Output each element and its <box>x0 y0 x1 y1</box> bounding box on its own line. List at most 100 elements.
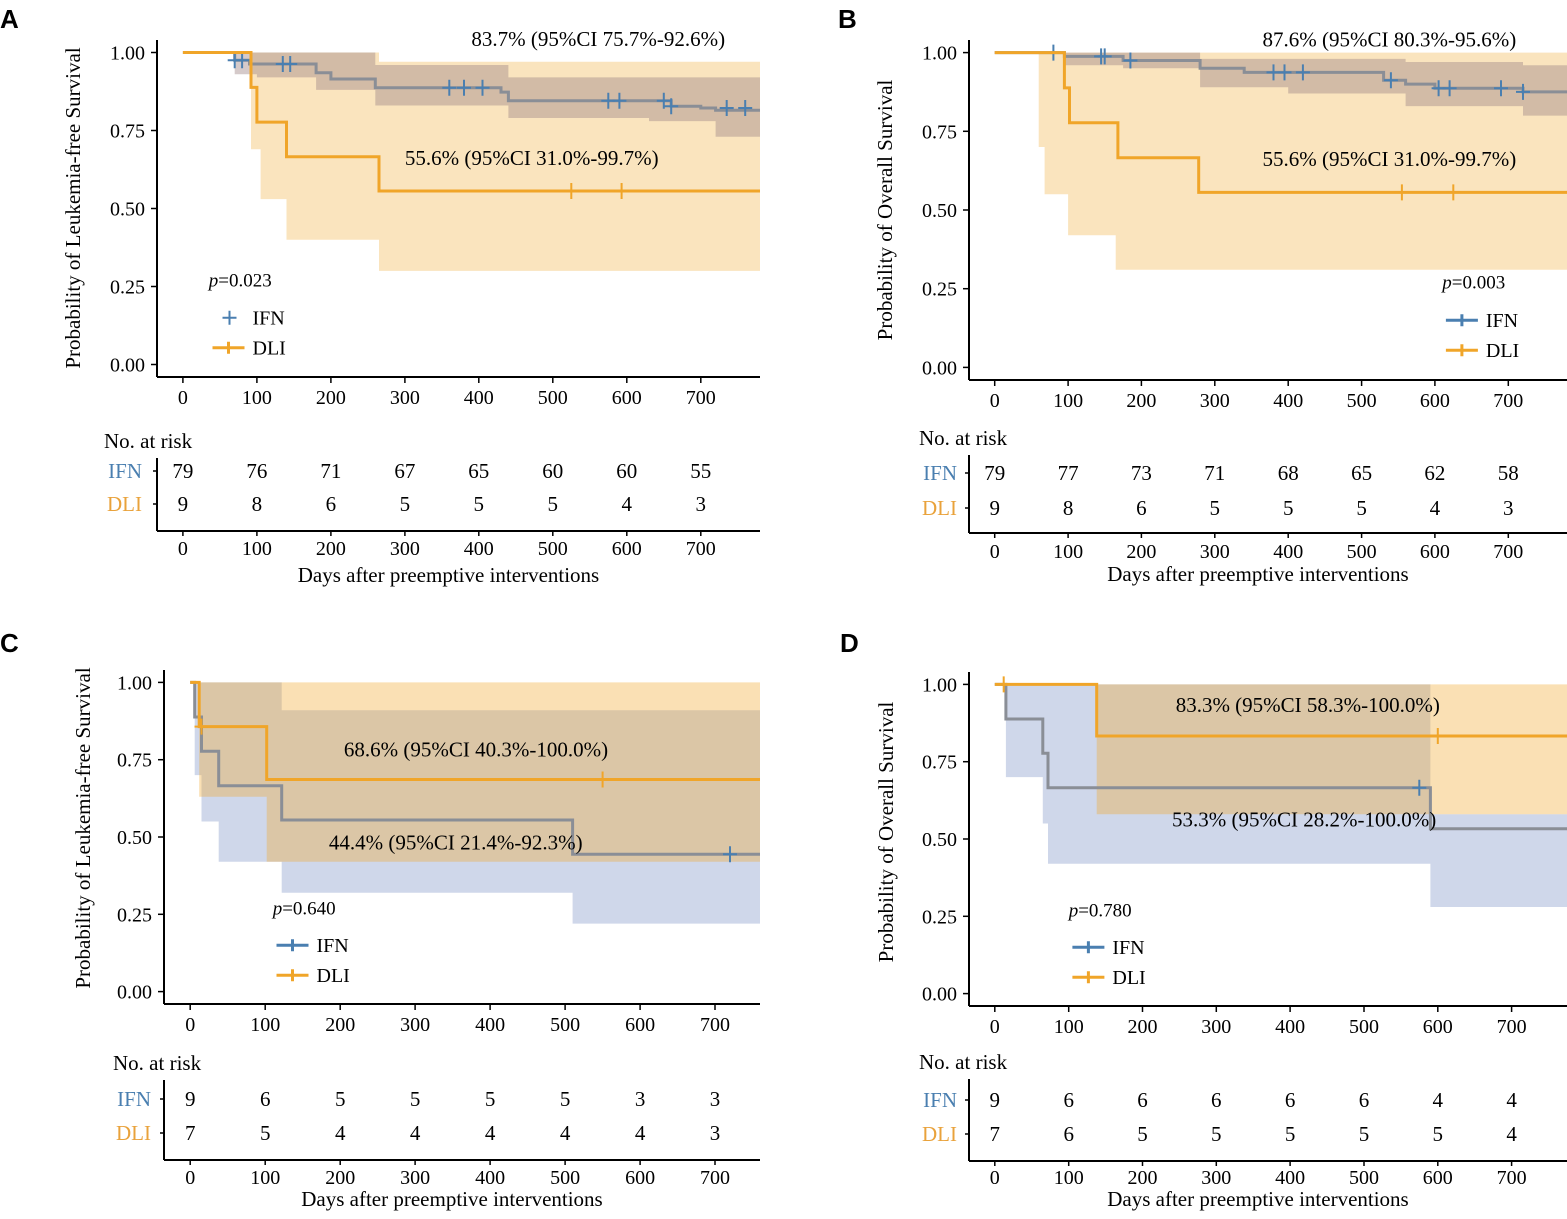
risk-x-tick-label: 0 <box>178 538 188 560</box>
risk-count-dli: 4 <box>1506 1122 1517 1146</box>
survival-estimate-annotation: 68.6% (95%CI 40.3%-100.0%) <box>344 738 608 762</box>
risk-count-ifn: 67 <box>394 459 415 483</box>
survival-estimate-annotation: 53.3% (95%CI 28.2%-100.0%) <box>1172 808 1436 832</box>
risk-x-tick-label: 700 <box>1493 541 1523 563</box>
risk-x-tick-label: 400 <box>1275 1167 1305 1189</box>
x-tick-label: 300 <box>390 387 420 409</box>
x-axis-label: Days after preemptive interventions <box>1107 562 1408 586</box>
risk-count-ifn: 71 <box>320 459 341 483</box>
risk-count-dli: 3 <box>1503 496 1514 520</box>
risk-x-tick-label: 400 <box>1273 541 1303 563</box>
y-tick-label: 0.75 <box>922 752 957 774</box>
risk-count-ifn: 65 <box>1351 461 1372 485</box>
risk-row-label-dli: DLI <box>922 1122 957 1146</box>
risk-count-ifn: 3 <box>635 1087 646 1111</box>
p-value-symbol: p <box>271 898 283 919</box>
x-tick-label: 200 <box>325 1014 355 1036</box>
risk-count-dli: 8 <box>1063 496 1074 520</box>
x-tick-label: 500 <box>538 387 568 409</box>
risk-x-tick-label: 700 <box>700 1167 730 1189</box>
panel-b: B Probability of Overall Survival 0.00 0.25… <box>838 4 1567 586</box>
risk-count-dli: 9 <box>989 496 1000 520</box>
survival-estimate-annotation: 44.4% (95%CI 21.4%-92.3%) <box>329 830 583 854</box>
ifn-censor-mark <box>475 79 490 96</box>
risk-x-tick-label: 500 <box>550 1167 580 1189</box>
panel-a: A Probability of Leukemia-free Survival 0.… <box>0 4 760 587</box>
risk-x-tick-label: 300 <box>1200 541 1230 563</box>
risk-count-dli: 5 <box>1433 1122 1444 1146</box>
risk-row-label-ifn: IFN <box>923 461 957 485</box>
y-tick-label: 0.50 <box>117 827 152 849</box>
ifn-censor-mark <box>738 100 753 116</box>
risk-count-dli: 3 <box>696 492 707 516</box>
risk-count-ifn: 6 <box>260 1087 271 1111</box>
x-tick-label: 100 <box>242 387 272 409</box>
y-tick-label: 0.75 <box>922 121 957 143</box>
y-axis-label: Probability of Leukemia-free Survival <box>71 667 95 988</box>
risk-count-ifn: 76 <box>246 459 267 483</box>
risk-x-tick-label: 100 <box>242 538 272 560</box>
x-tick-label: 100 <box>1054 1016 1084 1038</box>
risk-count-ifn: 73 <box>1131 461 1152 485</box>
risk-x-tick-label: 200 <box>316 538 346 560</box>
ci-bands <box>994 52 1567 270</box>
risk-table-title: No. at risk <box>919 426 1008 450</box>
risk-count-ifn: 60 <box>542 459 563 483</box>
y-tick-label: 0.00 <box>922 984 957 1006</box>
risk-count-dli: 7 <box>185 1121 196 1145</box>
risk-count-dli: 4 <box>622 492 633 516</box>
risk-x-tick-label: 0 <box>185 1167 195 1189</box>
risk-row-label-dli: DLI <box>107 492 142 516</box>
risk-x-tick-label: 100 <box>250 1167 280 1189</box>
legend-ifn-key <box>1072 941 1105 954</box>
legend-dli-key <box>1072 971 1105 984</box>
risk-count-ifn: 6 <box>1359 1088 1370 1112</box>
risk-count-dli: 6 <box>1136 496 1147 520</box>
panel-c: C Probability of Leukemia-free Survival 0.… <box>0 628 760 1211</box>
risk-count-ifn: 4 <box>1433 1088 1444 1112</box>
risk-x-tick-label: 0 <box>990 1167 1000 1189</box>
risk-x-tick-label: 600 <box>1423 1167 1453 1189</box>
ifn-censor-mark <box>1383 72 1398 89</box>
risk-row-label-dli: DLI <box>116 1121 151 1145</box>
dli-censor-mark <box>1430 728 1445 744</box>
x-tick-label: 300 <box>1201 1016 1231 1038</box>
p-value: p=0.640 <box>271 898 336 919</box>
ifn-ci-band <box>190 682 760 924</box>
y-tick-label: 0.50 <box>922 829 957 851</box>
x-axis-label: Days after preemptive interventions <box>298 563 599 587</box>
dli-survival-curve <box>994 682 1567 738</box>
dli-censor-mark <box>1446 184 1461 201</box>
risk-count-dli: 4 <box>485 1121 496 1145</box>
risk-table-title: No. at risk <box>919 1050 1008 1074</box>
x-tick-label: 200 <box>316 387 346 409</box>
x-tick-label: 0 <box>178 387 188 409</box>
risk-count-ifn: 55 <box>690 459 711 483</box>
ifn-censor-mark <box>719 100 734 116</box>
x-tick-label: 600 <box>1423 1016 1453 1038</box>
dli-censor-mark <box>1394 184 1409 201</box>
x-tick-label: 500 <box>1349 1016 1379 1038</box>
p-value-number: =0.780 <box>1078 900 1131 921</box>
ifn-censor-mark <box>1277 64 1292 81</box>
risk-count-dli: 5 <box>1285 1122 1296 1146</box>
survival-estimate-annotation: 87.6% (95%CI 80.3%-95.6%) <box>1263 27 1517 51</box>
dli-censor-mark <box>194 718 209 735</box>
risk-count-dli: 4 <box>410 1121 421 1145</box>
y-tick-label: 0.25 <box>110 277 145 299</box>
risk-count-dli: 5 <box>1137 1122 1148 1146</box>
survival-estimate-annotation: 83.3% (95%CI 58.3%-100.0%) <box>1176 693 1440 717</box>
y-tick-label: 0.00 <box>117 982 152 1004</box>
ifn-censor-mark <box>1494 80 1508 97</box>
ifn-censor-mark <box>235 52 250 69</box>
p-value-number: =0.003 <box>1452 273 1505 294</box>
y-tick-label: 0.25 <box>117 904 152 926</box>
risk-x-tick-label: 300 <box>400 1167 430 1189</box>
risk-count-ifn: 62 <box>1424 461 1445 485</box>
risk-count-ifn: 5 <box>560 1087 571 1111</box>
dli-ci-band <box>994 684 1567 815</box>
risk-table-title: No. at risk <box>104 429 193 453</box>
ifn-censor-mark <box>1412 779 1427 796</box>
